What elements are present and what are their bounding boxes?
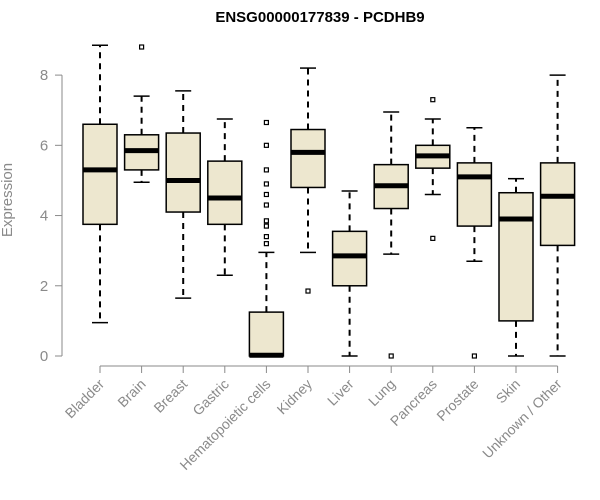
iqr-box: [331, 230, 368, 287]
outlier-point: [263, 202, 269, 208]
outlier-point: [305, 288, 311, 294]
x-tick-label: Breast: [150, 376, 190, 416]
iqr-box: [248, 311, 285, 357]
outlier-point: [263, 191, 269, 198]
outlier-point: [471, 353, 477, 359]
x-tick-label: Prostate: [433, 376, 481, 424]
y-axis-label: Expression: [0, 163, 16, 237]
box-skin: [498, 177, 534, 357]
iqr-box: [539, 162, 576, 247]
outlier-point: [263, 218, 269, 224]
iqr-box: [290, 128, 326, 189]
box-brain: [123, 44, 160, 183]
iqr-box: [82, 123, 118, 226]
y-tick-label: 0: [40, 348, 48, 365]
x-tick-label: Unknown / Other: [479, 376, 565, 462]
x-tick-label: Skin: [493, 376, 524, 407]
y-tick-label: 8: [40, 67, 48, 84]
box-hematopoietic-cells: [248, 119, 285, 358]
outlier-point: [263, 142, 269, 148]
y-tick-label: 6: [40, 137, 48, 154]
box-breast: [165, 90, 201, 299]
outlier-point: [263, 181, 269, 187]
outlier-point: [139, 44, 145, 50]
box-gastric: [207, 118, 243, 276]
box-kidney: [290, 67, 326, 294]
outlier-point: [263, 234, 269, 240]
box-bladder: [82, 44, 118, 324]
outlier-point: [263, 167, 269, 173]
box-liver: [331, 190, 368, 357]
outlier-point: [263, 241, 269, 247]
x-tick-label: Lung: [365, 376, 398, 409]
outlier-point: [430, 97, 436, 103]
y-tick-label: 4: [40, 208, 48, 225]
box-prostate: [456, 127, 493, 359]
outlier-point: [430, 235, 436, 241]
x-tick-label: Bladder: [62, 376, 108, 422]
box-unknown-other: [539, 74, 576, 357]
box-lung: [373, 111, 409, 359]
x-tick-label: Liver: [324, 376, 357, 409]
outlier-point: [263, 119, 269, 126]
box-pancreas: [415, 97, 451, 241]
x-tick-label: Brain: [114, 376, 148, 410]
iqr-box: [498, 191, 534, 322]
iqr-box: [165, 132, 201, 213]
outlier-point: [263, 223, 269, 229]
y-tick-label: 2: [40, 278, 48, 295]
chart-title: ENSG00000177839 - PCDHB9: [215, 9, 424, 26]
outlier-point: [388, 353, 394, 359]
iqr-box: [207, 160, 243, 226]
x-tick-label: Kidney: [274, 376, 316, 418]
iqr-box: [456, 162, 493, 227]
